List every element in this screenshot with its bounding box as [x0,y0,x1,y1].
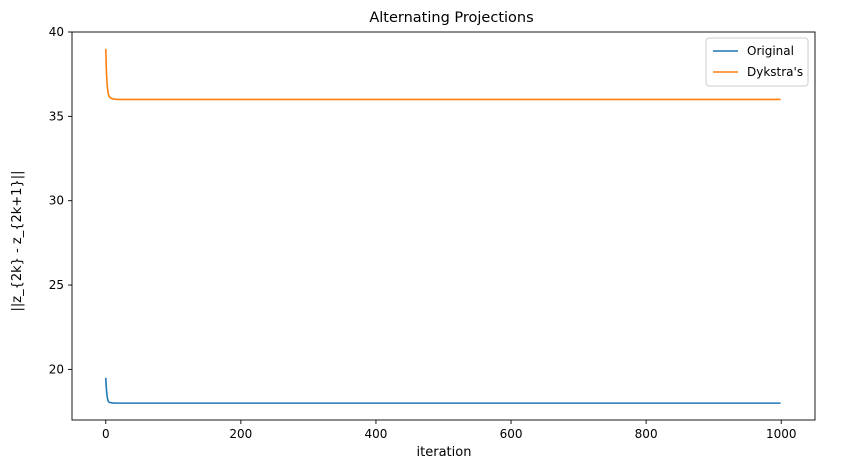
chart-title: Alternating Projections [369,10,533,26]
x-axis-label: iteration [417,445,472,460]
y-tick-label-30: 30 [49,194,64,208]
x-tick-label-200: 200 [229,427,252,441]
y-tick-label-20: 20 [49,362,64,376]
legend-label-1: Dykstra's [747,65,803,79]
legend-label-0: Original [747,44,794,58]
x-tick-label-1000: 1000 [766,427,797,441]
series-line-1 [104,48,781,101]
x-tick-label-600: 600 [500,427,523,441]
x-tick-label-400: 400 [365,427,388,441]
y-tick-label-35: 35 [49,109,64,123]
axes-frame [71,31,816,421]
x-tick-label-0: 0 [102,427,110,441]
x-tick-label-800: 800 [635,427,658,441]
y-axis-label: ||z_{2k} - z_{2k+1}|| [10,171,25,312]
y-tick-label-25: 25 [49,278,64,292]
y-tick-label-40: 40 [49,25,64,39]
legend-box [705,37,809,87]
series-line-0 [104,377,781,404]
plot-area: 0 200 400 600 800 1000 20 25 30 35 40 Original Dykst… [49,25,816,441]
